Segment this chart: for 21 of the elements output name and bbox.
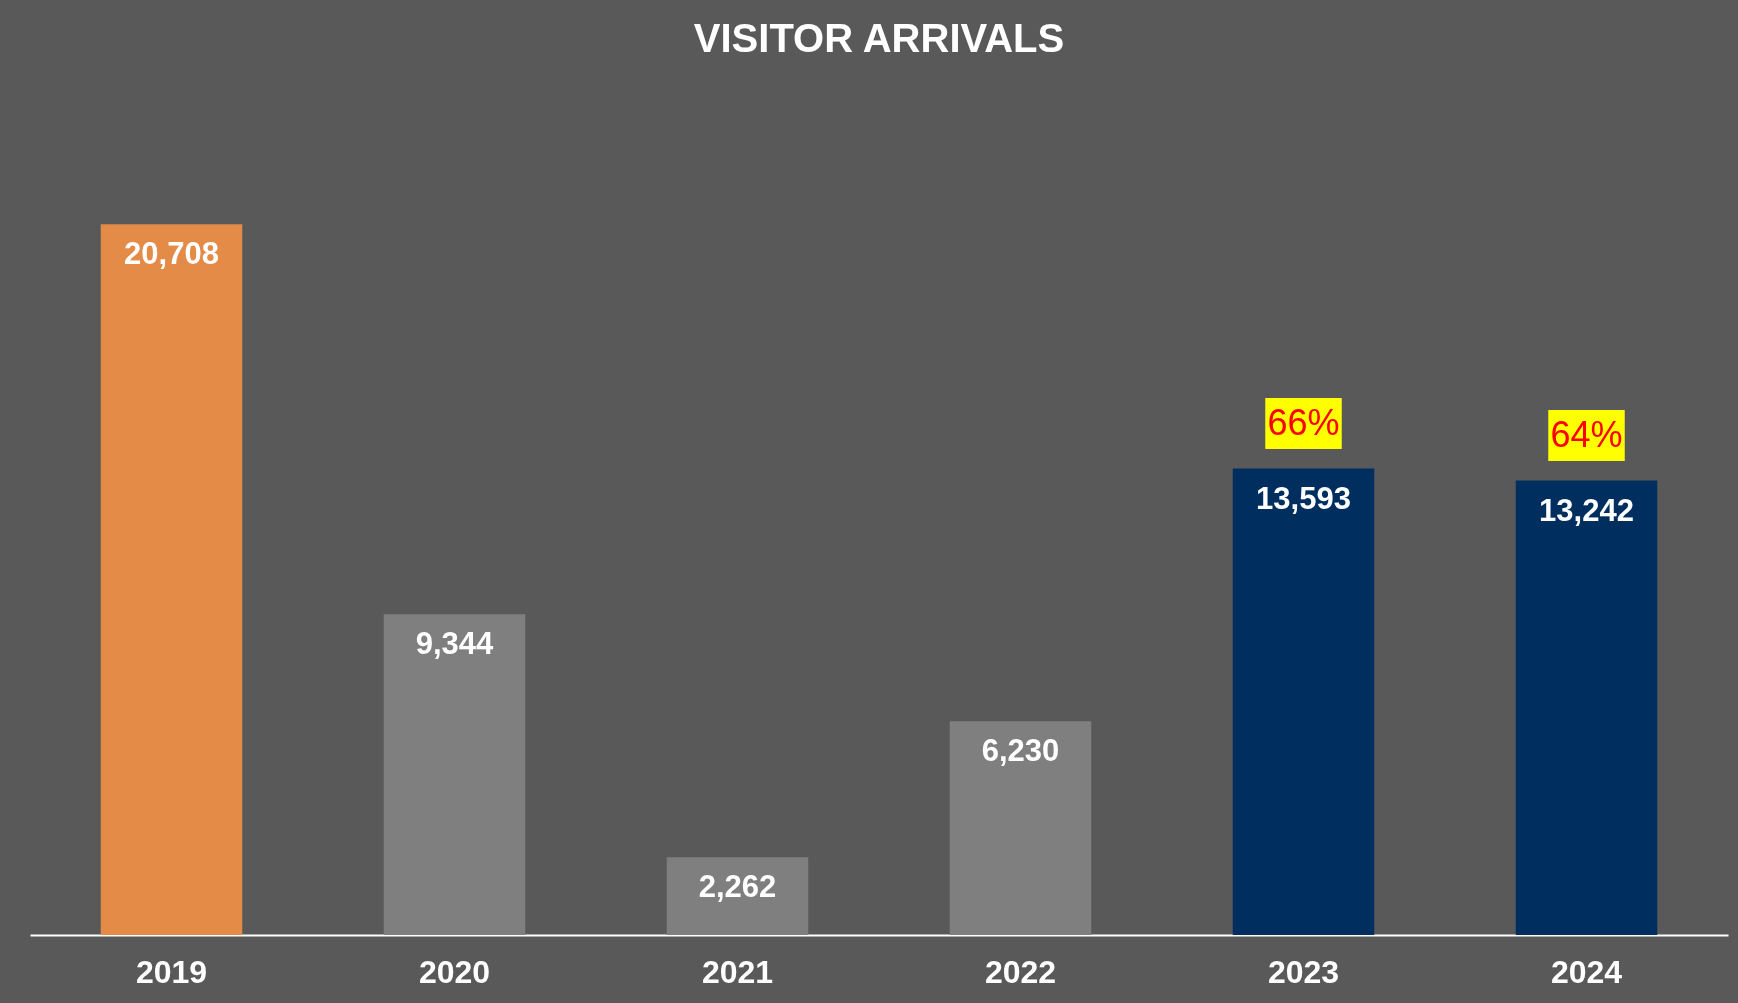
x-tick-label: 2022 bbox=[984, 953, 1057, 990]
data-label: 13,593 bbox=[1256, 480, 1351, 516]
x-tick-label: 2024 bbox=[1550, 953, 1623, 990]
annotation: 66% bbox=[1267, 401, 1340, 443]
chart-title: VISITOR ARRIVALS bbox=[693, 16, 1065, 60]
bar bbox=[1515, 480, 1658, 935]
annotation: 64% bbox=[1550, 413, 1623, 455]
bar bbox=[666, 857, 809, 935]
data-label: 13,242 bbox=[1539, 492, 1634, 528]
x-tick-label: 2020 bbox=[418, 953, 491, 990]
bar bbox=[100, 224, 243, 935]
data-label: 20,708 bbox=[124, 236, 219, 272]
bar bbox=[383, 614, 526, 935]
x-tick-label: 2019 bbox=[135, 953, 208, 990]
bar bbox=[949, 721, 1092, 935]
x-tick-label: 2021 bbox=[701, 953, 774, 990]
data-label: 2,262 bbox=[698, 869, 777, 905]
data-label: 9,344 bbox=[415, 626, 495, 662]
bar bbox=[1232, 468, 1375, 935]
x-tick-label: 2023 bbox=[1267, 953, 1340, 990]
data-label: 6,230 bbox=[981, 733, 1060, 769]
